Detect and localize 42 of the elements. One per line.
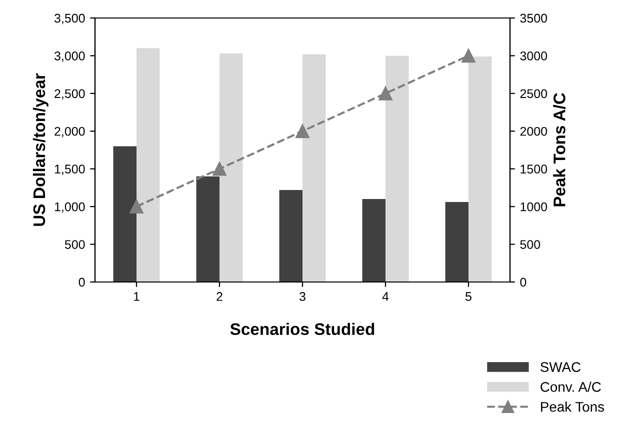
bar bbox=[386, 56, 409, 282]
y2-axis-title: Peak Tons A/C bbox=[553, 93, 566, 206]
y2-tick-label: 2500 bbox=[520, 89, 548, 98]
y-tick-label: 500 bbox=[64, 240, 85, 249]
bar bbox=[302, 54, 326, 282]
y-tick-label: 1,000 bbox=[54, 202, 85, 213]
x-tick-label: 2 bbox=[216, 292, 222, 301]
x-tick-label: 3 bbox=[300, 292, 306, 301]
bar bbox=[136, 48, 160, 282]
y-tick-label: 1,500 bbox=[54, 164, 85, 175]
y-tick-label: 2,000 bbox=[54, 126, 85, 138]
x-tick-label: 4 bbox=[382, 292, 389, 301]
legend-label: SWAC bbox=[540, 362, 581, 372]
bar bbox=[468, 56, 492, 282]
bar bbox=[113, 146, 136, 282]
y2-tick-label: 0 bbox=[520, 278, 526, 287]
y2-tick-label: 1000 bbox=[520, 202, 548, 212]
bar bbox=[279, 190, 302, 282]
y2-tick-label: 1500 bbox=[520, 164, 548, 174]
bar bbox=[196, 176, 220, 282]
y2-tick-label: 3000 bbox=[520, 52, 548, 60]
y2-tick-label: 2000 bbox=[520, 126, 548, 136]
bar bbox=[445, 202, 468, 282]
point bbox=[462, 48, 476, 63]
y-tick-label: 0 bbox=[78, 278, 85, 287]
legend-label: Conv. A/C bbox=[540, 382, 601, 392]
y-tick-label: 3,500 bbox=[54, 14, 85, 24]
point bbox=[130, 200, 144, 214]
x-tick-label: 5 bbox=[466, 292, 472, 301]
point bbox=[378, 86, 392, 100]
y2-tick-label: 500 bbox=[520, 240, 540, 249]
x-tick-label: 1 bbox=[134, 292, 140, 301]
y-tick-label: 3,000 bbox=[54, 52, 85, 62]
legend-label: Peak Tons bbox=[541, 402, 604, 412]
bar bbox=[362, 199, 386, 282]
y-tick-label: 2,500 bbox=[54, 89, 85, 100]
y-axis-title: US Dollars/ton/year bbox=[32, 73, 48, 226]
point bbox=[212, 162, 226, 176]
x-axis-title: Scenarios Studied bbox=[230, 322, 374, 336]
bar bbox=[220, 53, 243, 282]
point bbox=[296, 124, 310, 138]
y2-tick-label: 3500 bbox=[520, 14, 548, 23]
